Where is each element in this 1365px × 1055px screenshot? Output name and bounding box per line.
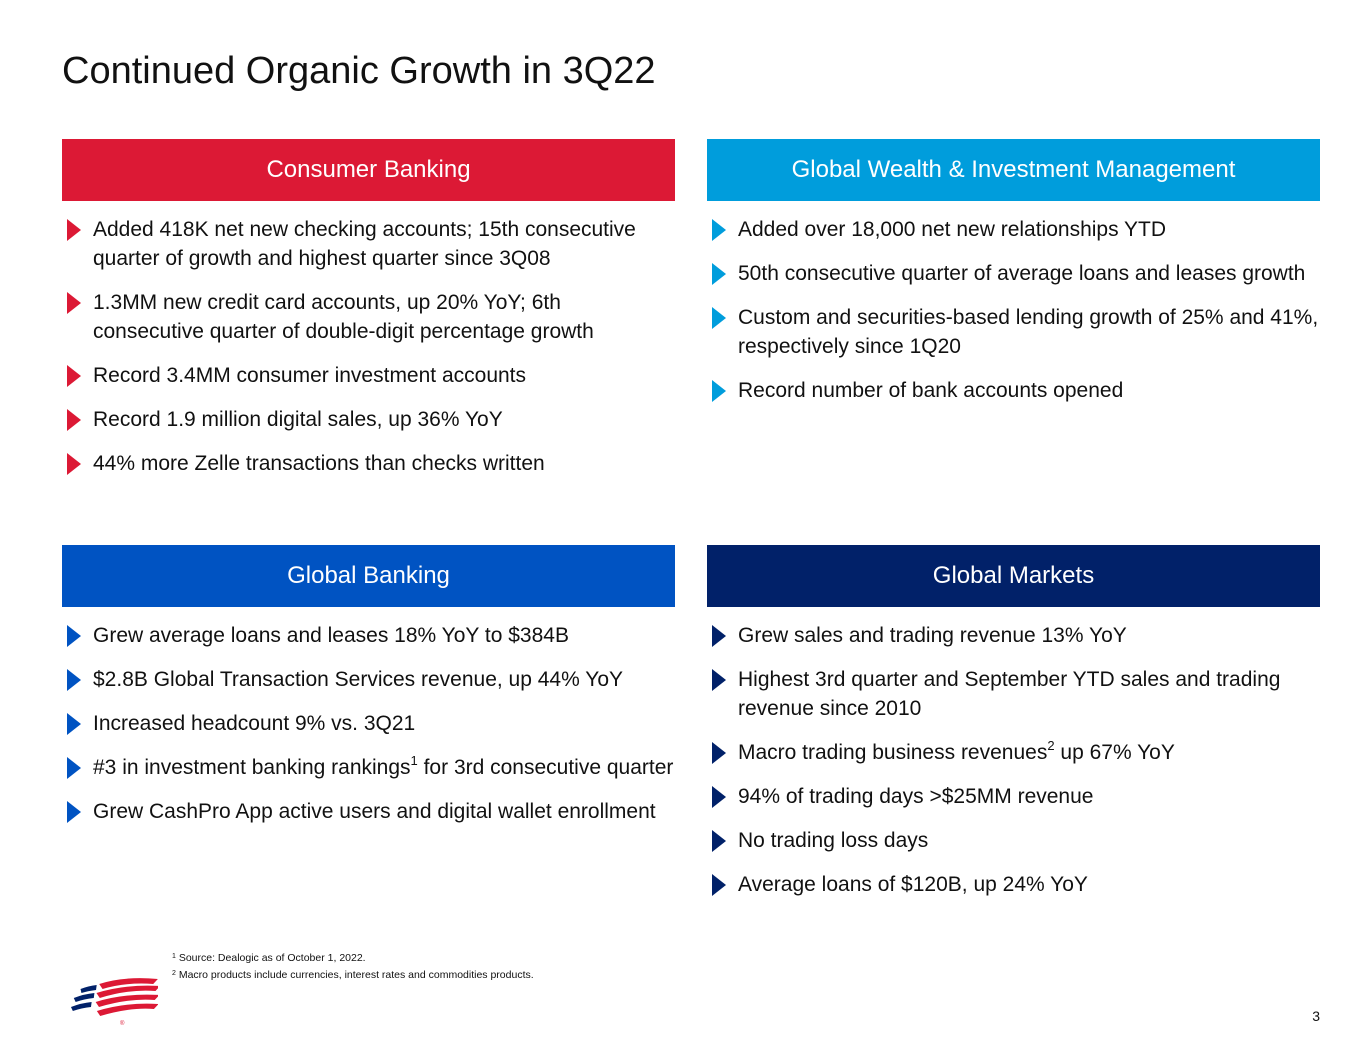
- page-number: 3: [1312, 1008, 1320, 1024]
- bullet-text: Grew average loans and leases 18% YoY to…: [93, 624, 569, 647]
- footnotes: 1 Source: Dealogic as of October 1, 2022…: [172, 949, 534, 983]
- gwim-bullets: Added over 18,000 net new relationships …: [707, 215, 1320, 405]
- bullet-item: Record number of bank accounts opened: [707, 376, 1320, 405]
- bullet-text: 94% of trading days >$25MM revenue: [738, 785, 1094, 808]
- triangle-bullet-icon: [67, 365, 81, 387]
- bullet-item: Custom and securities-based lending grow…: [707, 303, 1320, 361]
- bullet-text: Record 1.9 million digital sales, up 36%…: [93, 408, 503, 431]
- footnote-1: 1 Source: Dealogic as of October 1, 2022…: [172, 949, 534, 966]
- footnote-marker: 2: [172, 970, 176, 977]
- consumer-banking-bullets: Added 418K net new checking accounts; 15…: [62, 215, 675, 478]
- footnote-2: 2 Macro products include currencies, int…: [172, 966, 534, 983]
- bullet-text-part: #3 in investment banking rankings: [93, 756, 411, 779]
- bullet-item: Record 3.4MM consumer investment account…: [62, 361, 675, 390]
- bullet-text: Highest 3rd quarter and September YTD sa…: [738, 668, 1281, 720]
- triangle-bullet-icon: [712, 380, 726, 402]
- global-banking-bullets: Grew average loans and leases 18% YoY to…: [62, 621, 675, 826]
- bullet-text: Increased headcount 9% vs. 3Q21: [93, 712, 416, 735]
- bullet-text-part: up 67% YoY: [1054, 741, 1175, 764]
- bullet-item: Grew average loans and leases 18% YoY to…: [62, 621, 675, 650]
- bullet-text: 44% more Zelle transactions than checks …: [93, 452, 545, 475]
- bullet-item: Macro trading business revenues2 up 67% …: [707, 738, 1320, 767]
- bullet-item: Increased headcount 9% vs. 3Q21: [62, 709, 675, 738]
- triangle-bullet-icon: [712, 669, 726, 691]
- bullet-text: Macro trading business revenues2 up 67% …: [738, 738, 1175, 764]
- consumer-banking-panel: Consumer Banking Added 418K net new chec…: [62, 139, 675, 478]
- bullet-text: Custom and securities-based lending grow…: [738, 306, 1319, 358]
- bullet-item: Grew sales and trading revenue 13% YoY: [707, 621, 1320, 650]
- triangle-bullet-icon: [712, 219, 726, 241]
- bullet-text: No trading loss days: [738, 829, 929, 852]
- bullet-text-part: for 3rd consecutive quarter: [417, 756, 674, 779]
- bullet-item: #3 in investment banking rankings1 for 3…: [62, 753, 675, 782]
- global-banking-header: Global Banking: [62, 545, 675, 607]
- bullet-text: Average loans of $120B, up 24% YoY: [738, 873, 1088, 896]
- bullet-text: Grew sales and trading revenue 13% YoY: [738, 624, 1127, 647]
- bullet-text: 1.3MM new credit card accounts, up 20% Y…: [93, 291, 594, 343]
- bullet-text: Grew CashPro App active users and digita…: [93, 800, 656, 823]
- bullet-item: Record 1.9 million digital sales, up 36%…: [62, 405, 675, 434]
- bullet-text-part: Macro trading business revenues: [738, 741, 1048, 764]
- triangle-bullet-icon: [712, 742, 726, 764]
- global-markets-bullets: Grew sales and trading revenue 13% YoY Hi…: [707, 621, 1320, 899]
- gwim-header: Global Wealth & Investment Management: [707, 139, 1320, 201]
- bullet-item: Average loans of $120B, up 24% YoY: [707, 870, 1320, 899]
- bullet-text: 50th consecutive quarter of average loan…: [738, 262, 1306, 285]
- bullet-item: Grew CashPro App active users and digita…: [62, 797, 675, 826]
- page-title: Continued Organic Growth in 3Q22: [62, 50, 656, 92]
- triangle-bullet-icon: [67, 801, 81, 823]
- triangle-bullet-icon: [67, 713, 81, 735]
- bullet-item: Highest 3rd quarter and September YTD sa…: [707, 665, 1320, 723]
- bullet-item: 44% more Zelle transactions than checks …: [62, 449, 675, 478]
- triangle-bullet-icon: [67, 219, 81, 241]
- footnote-reference: 1: [410, 753, 418, 768]
- global-banking-panel: Global Banking Grew average loans and le…: [62, 545, 675, 826]
- triangle-bullet-icon: [712, 786, 726, 808]
- consumer-banking-header: Consumer Banking: [62, 139, 675, 201]
- global-markets-panel: Global Markets Grew sales and trading re…: [707, 545, 1320, 899]
- footnote-marker: 1: [172, 953, 176, 960]
- global-markets-header: Global Markets: [707, 545, 1320, 607]
- gwim-panel: Global Wealth & Investment Management Ad…: [707, 139, 1320, 405]
- bullet-item: Added over 18,000 net new relationships …: [707, 215, 1320, 244]
- svg-text:®: ®: [120, 1020, 125, 1027]
- bullet-item: Added 418K net new checking accounts; 15…: [62, 215, 675, 273]
- triangle-bullet-icon: [67, 757, 81, 779]
- bullet-item: 94% of trading days >$25MM revenue: [707, 782, 1320, 811]
- footnote-text: Macro products include currencies, inter…: [178, 969, 534, 981]
- bullet-text: #3 in investment banking rankings1 for 3…: [93, 753, 674, 779]
- triangle-bullet-icon: [712, 307, 726, 329]
- triangle-bullet-icon: [67, 453, 81, 475]
- bullet-text: Record 3.4MM consumer investment account…: [93, 364, 527, 387]
- footnote-text: Source: Dealogic as of October 1, 2022.: [178, 952, 366, 964]
- triangle-bullet-icon: [67, 292, 81, 314]
- triangle-bullet-icon: [67, 669, 81, 691]
- bullet-item: No trading loss days: [707, 826, 1320, 855]
- triangle-bullet-icon: [67, 625, 81, 647]
- bullet-text: Added over 18,000 net new relationships …: [738, 218, 1167, 241]
- bullet-text: Added 418K net new checking accounts; 15…: [93, 218, 636, 270]
- bullet-text: Record number of bank accounts opened: [738, 379, 1124, 402]
- bank-of-america-flag-logo: ®: [70, 978, 158, 1027]
- bullet-item: $2.8B Global Transaction Services revenu…: [62, 665, 675, 694]
- triangle-bullet-icon: [712, 263, 726, 285]
- bullet-text: $2.8B Global Transaction Services revenu…: [93, 668, 624, 691]
- bullet-item: 50th consecutive quarter of average loan…: [707, 259, 1320, 288]
- triangle-bullet-icon: [712, 625, 726, 647]
- triangle-bullet-icon: [67, 409, 81, 431]
- triangle-bullet-icon: [712, 874, 726, 896]
- triangle-bullet-icon: [712, 830, 726, 852]
- bullet-item: 1.3MM new credit card accounts, up 20% Y…: [62, 288, 675, 346]
- footnote-reference: 2: [1047, 738, 1055, 753]
